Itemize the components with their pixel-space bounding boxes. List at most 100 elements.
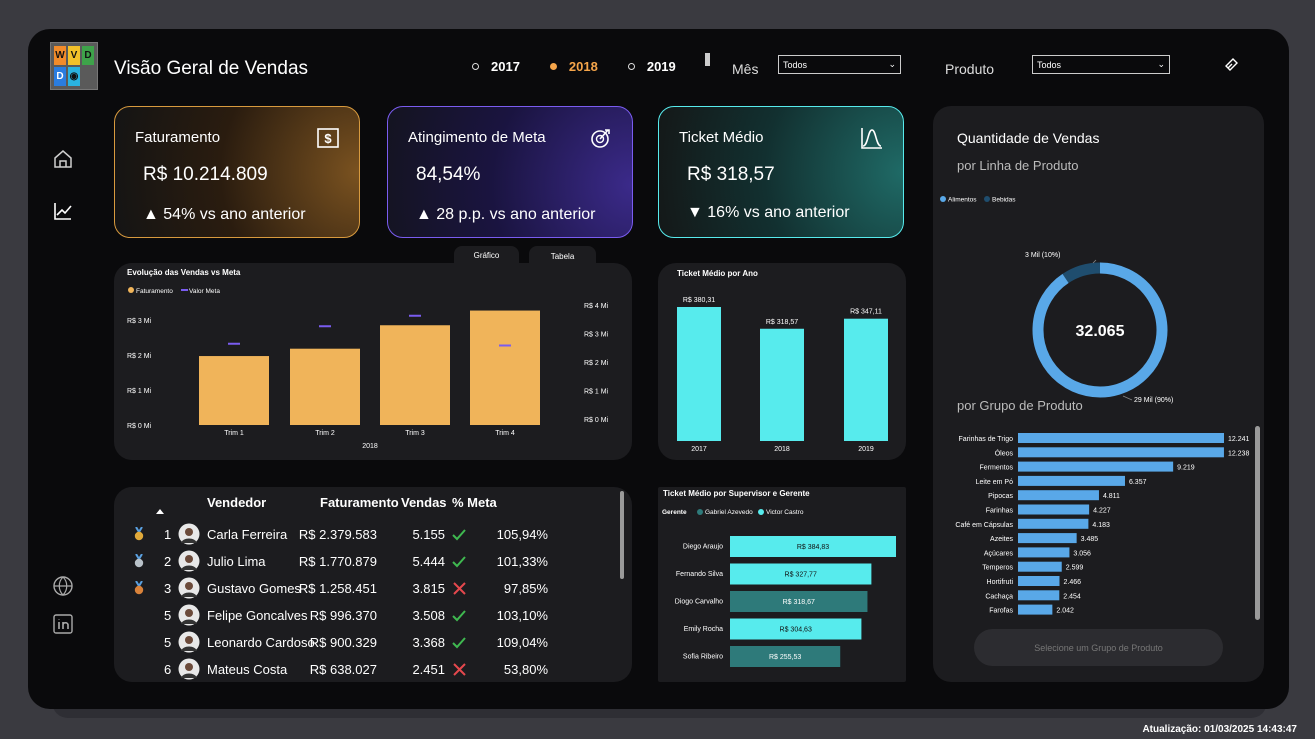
year-scroll-handle[interactable] bbox=[705, 53, 710, 66]
chart-line-icon[interactable] bbox=[52, 200, 74, 222]
kpi-value: R$ 318,57 bbox=[687, 164, 775, 185]
seller-name: Carla Ferreira bbox=[207, 527, 288, 542]
scrollbar[interactable] bbox=[1255, 426, 1260, 620]
kpi-delta: ▲ 54% vs ano anterior bbox=[143, 206, 306, 223]
scrollbar[interactable] bbox=[620, 491, 624, 579]
sort-asc-icon[interactable] bbox=[156, 509, 164, 514]
revenue-bar[interactable] bbox=[290, 348, 360, 425]
dollar-icon: $ bbox=[317, 128, 339, 148]
avatar bbox=[178, 523, 200, 545]
group-bar[interactable] bbox=[1018, 447, 1224, 458]
group-bar[interactable] bbox=[1018, 590, 1060, 601]
group-bar[interactable] bbox=[1018, 504, 1090, 515]
data-label: 4.227 bbox=[1093, 508, 1111, 515]
product-quantity-panel: Quantidade de Vendas por Linha de Produt… bbox=[933, 106, 1264, 682]
eraser-icon[interactable] bbox=[1223, 56, 1239, 72]
year-option-2017[interactable]: 2017 bbox=[472, 59, 520, 74]
seller-goal: 109,04% bbox=[496, 635, 548, 650]
goal-marker bbox=[499, 344, 511, 347]
avatar bbox=[178, 658, 200, 680]
col-header-vendor[interactable]: Vendedor bbox=[207, 495, 267, 510]
page-title: Visão Geral de Vendas bbox=[114, 58, 309, 79]
goal-marker bbox=[409, 314, 421, 317]
supervisor-bar[interactable] bbox=[730, 536, 896, 557]
table-row[interactable]: 1 Carla Ferreira R$ 2.379.583 5.155 105,94% bbox=[128, 521, 548, 548]
panel-subtitle: por Grupo de Produto bbox=[957, 398, 1083, 413]
group-bar[interactable] bbox=[1018, 475, 1125, 486]
data-label: 3.485 bbox=[1081, 536, 1099, 543]
radio-icon bbox=[472, 63, 479, 70]
table-row[interactable]: 6 Mateus Costa R$ 638.027 2.451 53,80% bbox=[128, 656, 548, 683]
group-bar[interactable] bbox=[1018, 490, 1099, 501]
table-row[interactable]: 5 Leonardo Cardoso R$ 900.329 3.368 109,04% bbox=[128, 629, 548, 656]
radio-selected-icon bbox=[549, 63, 557, 70]
table-row[interactable]: 3 Gustavo Gomes R$ 1.258.451 3.815 97,85% bbox=[128, 575, 548, 602]
supervisor-bar[interactable] bbox=[730, 563, 872, 585]
kpi-title: Atingimento de Meta bbox=[408, 129, 546, 146]
group-bar[interactable] bbox=[1018, 533, 1077, 544]
group-bar[interactable] bbox=[1018, 547, 1070, 558]
category-label: Temperos bbox=[982, 565, 1013, 572]
year-option-2018[interactable]: 2018 bbox=[549, 59, 598, 74]
seller-goal: 53,80% bbox=[503, 662, 548, 677]
svg-text:$: $ bbox=[324, 131, 332, 146]
rank: 1 bbox=[164, 527, 172, 542]
category-label: Óleos bbox=[995, 448, 1014, 457]
seller-revenue: R$ 1.770.879 bbox=[298, 554, 377, 569]
data-label: R$ 327,77 bbox=[785, 572, 817, 579]
col-header-revenue[interactable]: Faturamento bbox=[320, 495, 399, 510]
ticket-bar[interactable] bbox=[677, 307, 721, 441]
group-bar[interactable] bbox=[1018, 518, 1089, 529]
rank: 5 bbox=[164, 635, 172, 650]
category-label: Farinhas bbox=[986, 508, 1014, 515]
ticket-per-year-panel: Ticket Médio por Ano R$ 380,31 2017 R$ 318… bbox=[658, 263, 906, 460]
chart-title: Evolução das Vendas vs Meta bbox=[127, 268, 241, 277]
year-selector: 2017 2018 2019 bbox=[472, 59, 676, 74]
month-select[interactable]: Todos ⌄ bbox=[778, 55, 901, 74]
donut-label-big: 29 Mil (90%) bbox=[1134, 397, 1173, 404]
seller-revenue: R$ 638.027 bbox=[309, 662, 377, 677]
select-product-group-button[interactable]: Selecione um Grupo de Produto bbox=[974, 629, 1223, 666]
kpi-title: Ticket Médio bbox=[679, 129, 764, 146]
supervisor-bar[interactable] bbox=[730, 618, 862, 640]
revenue-bar[interactable] bbox=[199, 356, 269, 425]
linkedin-icon[interactable] bbox=[52, 613, 74, 635]
home-icon[interactable] bbox=[52, 148, 74, 170]
ticket-bar[interactable] bbox=[760, 328, 804, 441]
check-icon bbox=[452, 529, 466, 541]
col-header-goal[interactable]: % Meta bbox=[452, 495, 497, 510]
ticket-bar[interactable] bbox=[844, 318, 888, 441]
target-icon bbox=[591, 129, 610, 148]
group-bar[interactable] bbox=[1018, 433, 1224, 443]
col-header-sales[interactable]: Vendas bbox=[401, 495, 447, 510]
table-row[interactable]: 5 Felipe Goncalves R$ 996.370 3.508 103,10% bbox=[128, 602, 548, 629]
revenue-bar[interactable] bbox=[470, 310, 540, 425]
tab-table[interactable]: Tabela bbox=[529, 246, 596, 267]
seller-sales: 2.451 bbox=[412, 662, 445, 677]
donut-slice-bebidas[interactable] bbox=[1062, 262, 1101, 284]
x-tick: Trim 3 bbox=[405, 430, 425, 437]
data-label: 12.241 bbox=[1228, 436, 1250, 443]
table-row[interactable]: 2 Julio Lima R$ 1.770.879 5.444 101,33% bbox=[128, 548, 548, 575]
supervisor-bar[interactable] bbox=[730, 646, 841, 667]
cross-icon bbox=[453, 582, 466, 595]
legend-label: Bebidas bbox=[992, 197, 1016, 204]
kpi-value: 84,54% bbox=[416, 164, 481, 185]
group-bar[interactable] bbox=[1018, 576, 1060, 586]
group-bar[interactable] bbox=[1018, 561, 1062, 572]
revenue-bar[interactable] bbox=[380, 325, 450, 425]
group-bar[interactable] bbox=[1018, 604, 1053, 615]
donut-slice-alimentos[interactable] bbox=[1032, 262, 1168, 398]
group-bar[interactable] bbox=[1018, 461, 1174, 472]
logo-spacer bbox=[82, 67, 94, 86]
product-select[interactable]: Todos ⌄ bbox=[1032, 55, 1170, 74]
legend-label: Victor Castro bbox=[766, 509, 804, 516]
globe-icon[interactable] bbox=[52, 575, 74, 597]
seller-goal: 97,85% bbox=[503, 581, 548, 596]
supervisor-bar[interactable] bbox=[730, 591, 868, 612]
category-label: Fermentos bbox=[980, 465, 1014, 472]
year-option-2019[interactable]: 2019 bbox=[627, 59, 676, 74]
y-tick-right: R$ 1 Mi bbox=[584, 389, 609, 396]
radio-icon bbox=[627, 63, 635, 70]
data-label: 2.466 bbox=[1063, 579, 1081, 586]
